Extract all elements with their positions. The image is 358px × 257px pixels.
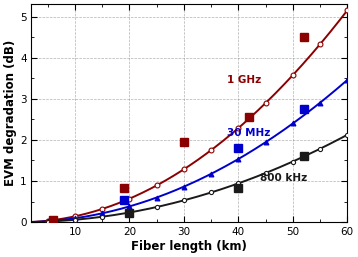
Text: 1 GHz: 1 GHz xyxy=(227,75,262,85)
X-axis label: Fiber length (km): Fiber length (km) xyxy=(131,240,247,253)
Y-axis label: EVM degradation (dB): EVM degradation (dB) xyxy=(4,40,17,186)
Text: 30 MHz: 30 MHz xyxy=(227,127,271,137)
Text: 800 kHz: 800 kHz xyxy=(260,173,308,183)
